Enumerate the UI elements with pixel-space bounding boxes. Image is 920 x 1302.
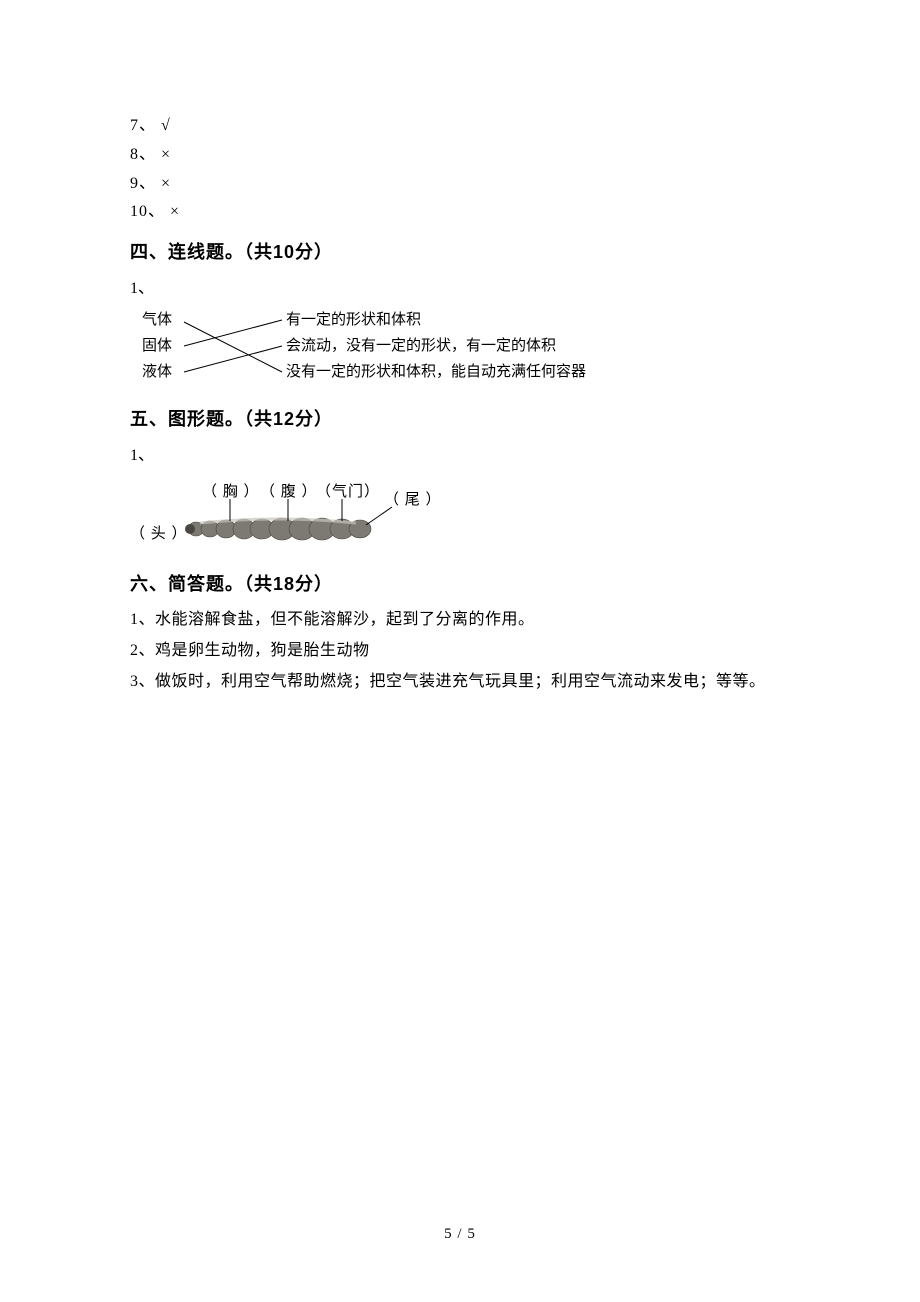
tf-num: 9、 <box>130 175 156 192</box>
svg-text:没有一定的形状和体积，能自动充满任何容器: 没有一定的形状和体积，能自动充满任何容器 <box>286 363 586 380</box>
short-answer-3: 3、做饭时，利用空气帮助燃烧；把空气装进充气玩具里；利用空气流动来发电；等等。 <box>130 670 790 695</box>
section-5-heading: 五、图形题。（共12分） <box>130 406 790 434</box>
tf-num: 10、 <box>130 203 165 220</box>
section-5-q1-number: 1、 <box>130 444 790 469</box>
tf-answer-7: 7、 √ <box>130 114 790 139</box>
silkworm-label-chest: （ 胸 ） <box>202 481 260 504</box>
silkworm-label-abdomen: （ 腹 ） <box>260 481 318 504</box>
tf-num: 7、 <box>130 117 156 134</box>
silkworm-label-head: （ 头 ） <box>130 523 188 546</box>
svg-text:有一定的形状和体积: 有一定的形状和体积 <box>286 311 421 328</box>
tf-num: 8、 <box>130 146 156 163</box>
silkworm-label-spiracle: （气门） <box>316 481 380 504</box>
silkworm-label-tail: （ 尾 ） <box>384 489 442 512</box>
section-6-heading: 六、简答题。（共18分） <box>130 571 790 599</box>
tf-mark: √ <box>161 117 171 134</box>
svg-text:液体: 液体 <box>142 363 172 380</box>
tf-answer-10: 10、 × <box>130 200 790 225</box>
true-false-answers: 7、 √ 8、 × 9、 × 10、 × <box>130 114 790 225</box>
matching-diagram: 气体固体液体 有一定的形状和体积会流动，没有一定的形状，有一定的体积没有一定的形状… <box>134 306 634 392</box>
section-4-heading: 四、连线题。（共10分） <box>130 239 790 267</box>
svg-text:会流动，没有一定的形状，有一定的体积: 会流动，没有一定的形状，有一定的体积 <box>286 337 556 354</box>
svg-text:气体: 气体 <box>142 311 172 328</box>
tf-mark: × <box>161 146 171 163</box>
short-answer-1: 1、水能溶解食盐，但不能溶解沙，起到了分离的作用。 <box>130 608 790 633</box>
section-4-q1-number: 1、 <box>130 277 790 302</box>
tf-mark: × <box>161 175 171 192</box>
svg-text:固体: 固体 <box>142 337 172 354</box>
page-footer: 5 / 5 <box>0 1223 920 1246</box>
tf-answer-9: 9、 × <box>130 172 790 197</box>
short-answer-2: 2、鸡是卵生动物，狗是胎生动物 <box>130 639 790 664</box>
tf-mark: × <box>170 203 180 220</box>
silkworm-figure: （ 头 ） （ 胸 ） （ 腹 ） （气门） （ 尾 ） <box>130 473 490 557</box>
tf-answer-8: 8、 × <box>130 143 790 168</box>
